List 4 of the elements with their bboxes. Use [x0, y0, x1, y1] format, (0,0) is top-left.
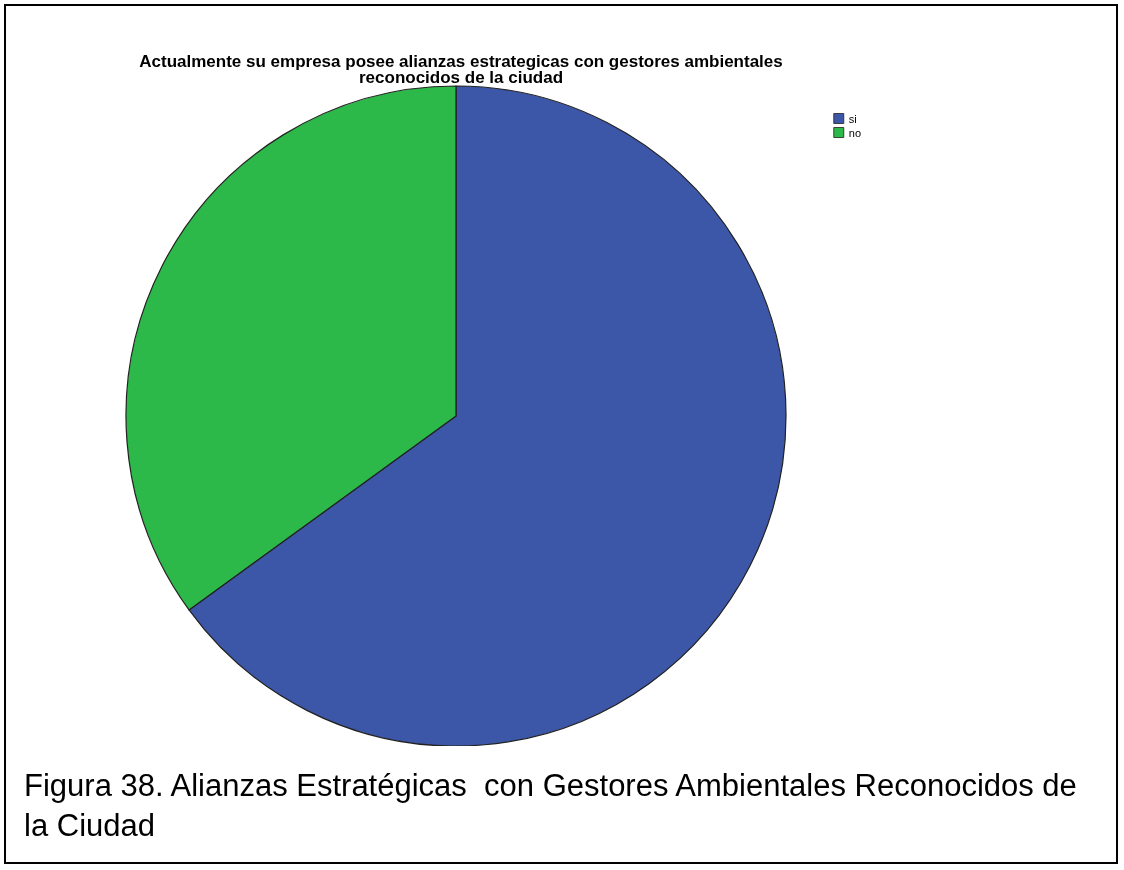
text: Figura 38. Alianzas Estratégicas con Gestores Ambientales Reconocidos de la Ciudad — [24, 767, 1078, 845]
legend-label: no — [848, 126, 862, 139]
legend-label: si — [848, 112, 857, 125]
chart-title: Actualmente su empresa posee alianzas estrategicas con gestores ambientales reconocidos de la ciudad — [139, 51, 783, 87]
